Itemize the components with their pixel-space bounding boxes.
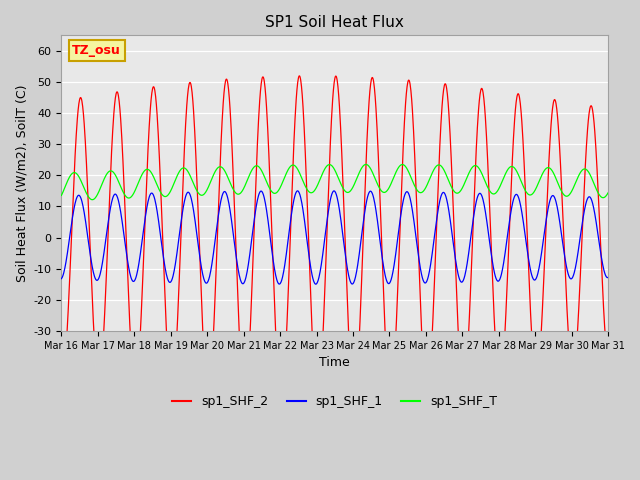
Legend: sp1_SHF_2, sp1_SHF_1, sp1_SHF_T: sp1_SHF_2, sp1_SHF_1, sp1_SHF_T — [167, 390, 502, 413]
Title: SP1 Soil Heat Flux: SP1 Soil Heat Flux — [266, 15, 404, 30]
Text: TZ_osu: TZ_osu — [72, 44, 121, 57]
Y-axis label: Soil Heat Flux (W/m2), SoilT (C): Soil Heat Flux (W/m2), SoilT (C) — [15, 84, 28, 282]
X-axis label: Time: Time — [319, 356, 350, 369]
